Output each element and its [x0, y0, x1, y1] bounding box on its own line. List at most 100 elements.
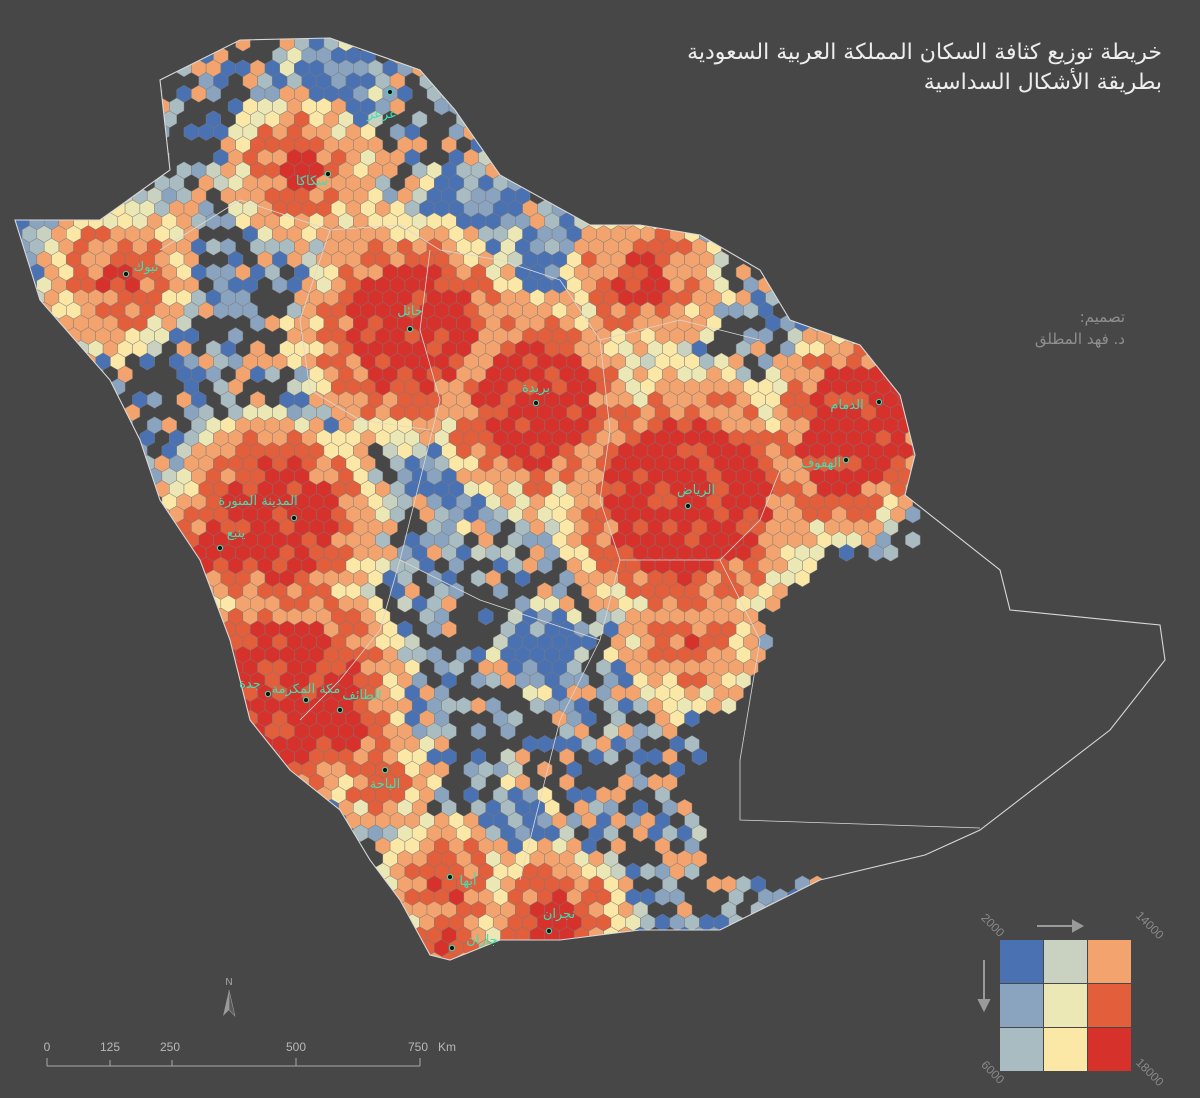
hex-cell	[632, 110, 649, 129]
hex-cell	[169, 633, 185, 651]
hex-cell	[139, 123, 155, 141]
hex-cell	[43, 136, 60, 154]
hex-cell	[36, 735, 52, 753]
hex-cell	[934, 378, 950, 396]
hex-cell	[750, 212, 766, 231]
hex-cell	[66, 913, 82, 932]
hex-cell	[787, 38, 803, 39]
hex-cell	[242, 735, 258, 753]
hex-cell	[235, 722, 251, 741]
hex-cell	[853, 263, 869, 282]
hex-cell	[51, 480, 67, 498]
hex-cell	[161, 569, 177, 588]
hex-cell	[66, 888, 82, 906]
hex-cell	[846, 148, 862, 167]
hex-cell	[846, 97, 862, 116]
hex-cell	[36, 378, 52, 396]
hex-cell	[43, 59, 60, 78]
hex-cell	[721, 697, 737, 715]
hex-cell	[0, 277, 7, 294]
hex-cell	[191, 722, 207, 741]
hex-cell	[0, 787, 7, 804]
hex-cell	[883, 544, 899, 562]
hex-cell	[582, 965, 597, 982]
hex-cell	[919, 403, 936, 422]
hex-cell	[662, 161, 678, 180]
hex-cell	[220, 773, 236, 792]
hex-cell	[95, 811, 111, 830]
city-label: تبوك	[134, 260, 159, 275]
hex-cell	[713, 148, 730, 167]
hex-cell	[66, 760, 82, 779]
hex-cell	[861, 276, 877, 294]
hex-cell	[132, 569, 148, 588]
hex-cell	[286, 786, 303, 804]
hex-cell	[58, 416, 74, 435]
hex-cell	[51, 786, 67, 804]
hex-cell	[404, 38, 420, 39]
hex-cell	[43, 722, 60, 741]
hex-cell	[213, 709, 229, 728]
hex-cell	[632, 187, 649, 205]
hex-cell	[154, 148, 170, 167]
hex-cell	[227, 760, 244, 779]
hex-cell	[205, 671, 222, 690]
hex-cell	[15, 46, 23, 65]
hex-cell	[36, 582, 52, 600]
hex-cell	[88, 620, 104, 639]
hex-cell	[544, 59, 560, 78]
hex-cell	[0, 850, 15, 867]
hex-cell	[272, 862, 288, 881]
hex-cell	[522, 38, 538, 39]
hex-cell	[632, 85, 649, 103]
hex-cell	[58, 926, 74, 945]
hex-cell	[161, 799, 177, 817]
hex-cell	[434, 46, 450, 65]
hex-cell	[21, 556, 38, 575]
city-label: ينبع	[227, 526, 246, 541]
hex-cell	[51, 97, 67, 116]
hex-cell	[905, 939, 921, 957]
hex-cell	[139, 786, 155, 804]
hex-cell	[21, 760, 38, 779]
scale-bar	[46, 1058, 421, 1067]
hex-cell	[15, 913, 23, 932]
hex-cell	[434, 965, 449, 982]
hex-cell	[301, 811, 317, 830]
hex-cell	[124, 658, 141, 677]
hex-cell	[191, 646, 207, 664]
hex-cell	[191, 799, 207, 817]
hex-cell	[0, 506, 7, 523]
hex-cell	[308, 799, 325, 817]
hex-cell	[772, 199, 788, 218]
hex-cell	[919, 429, 936, 447]
hex-cell	[176, 697, 192, 715]
hex-cell	[0, 863, 7, 880]
hex-cell	[787, 913, 803, 932]
hex-cell	[110, 786, 126, 804]
hex-cell	[744, 965, 759, 982]
hex-cell	[441, 952, 457, 960]
hex-cell	[29, 416, 45, 435]
hex-cell	[73, 85, 89, 103]
hex-cell	[235, 875, 251, 894]
hex-cell	[95, 760, 111, 779]
hex-cell	[765, 263, 781, 282]
hex-cell	[257, 786, 273, 804]
hex-cell	[117, 773, 133, 792]
hex-cell	[250, 850, 266, 868]
hex-cell	[308, 850, 325, 868]
hex-cell	[802, 199, 818, 218]
hex-cell	[728, 148, 744, 167]
hex-cell	[29, 161, 45, 180]
hex-cell	[581, 174, 597, 192]
hex-cell	[625, 939, 641, 957]
hex-cell	[883, 289, 899, 307]
hex-cell	[15, 748, 30, 766]
hex-cell	[367, 952, 384, 960]
hex-cell	[367, 901, 384, 919]
hex-cell	[169, 837, 185, 855]
hex-cell	[566, 123, 582, 141]
hex-cell	[802, 965, 817, 982]
hex-cell	[0, 98, 7, 115]
